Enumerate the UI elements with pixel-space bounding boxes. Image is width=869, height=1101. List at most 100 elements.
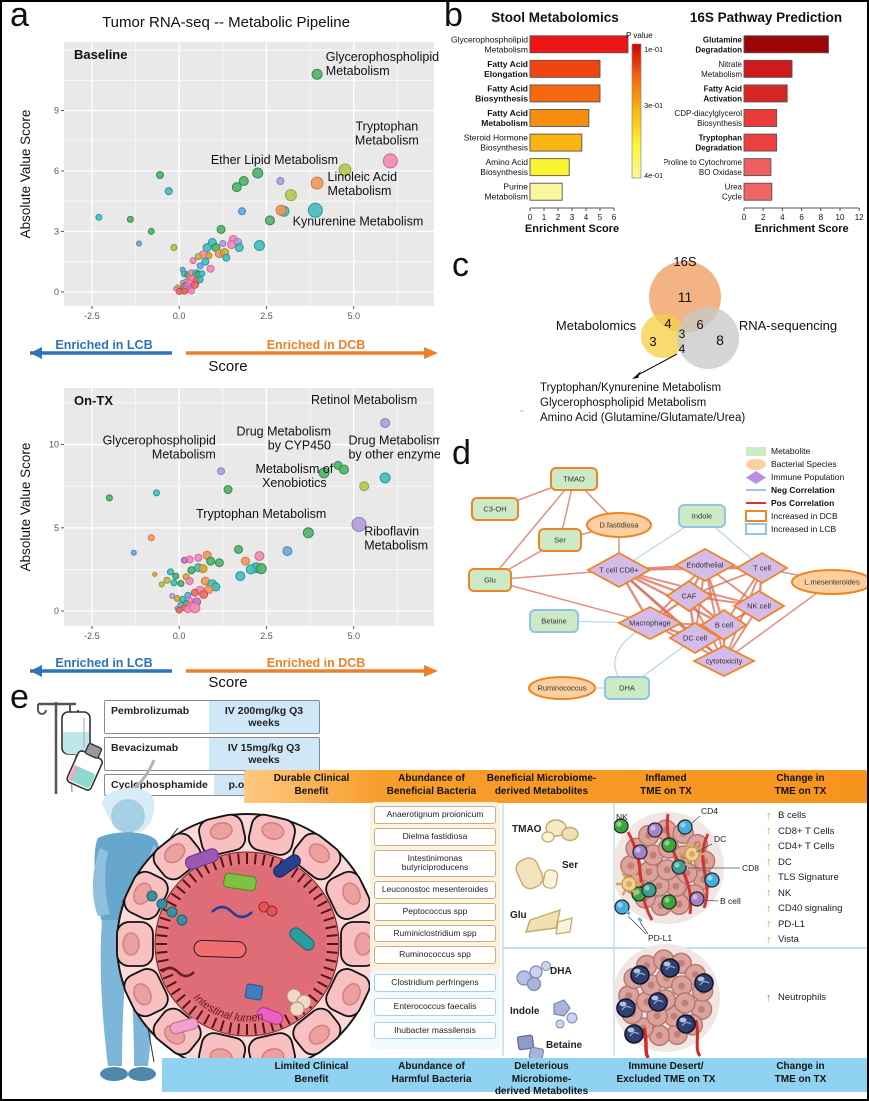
- svg-text:Biosynthesis: Biosynthesis: [475, 93, 528, 103]
- bacteria-list-item: Ruminiclostridium spp: [374, 924, 496, 943]
- metabolite-label: Betaine: [546, 1040, 583, 1051]
- up-arrow-icon: ↑: [766, 991, 772, 1004]
- svg-text:Betaine: Betaine: [541, 617, 566, 626]
- svg-text:Enrichment Score: Enrichment Score: [525, 223, 619, 235]
- bar-chart-stool-metabolomics: Stool MetabolomicsGlycerophospholipidMet…: [451, 10, 662, 235]
- svg-text:Tryptophan: Tryptophan: [698, 134, 742, 143]
- svg-text:6: 6: [799, 213, 804, 222]
- immune-desert-tme-illustration: [614, 944, 720, 1058]
- svg-text:cytotoxicity: cytotoxicity: [706, 657, 743, 666]
- tme-label: PD-L1: [648, 933, 672, 943]
- svg-text:DC cell: DC cell: [683, 634, 708, 643]
- svg-text:Metabolomics: Metabolomics: [556, 318, 637, 333]
- svg-text:Glycerophospholipid: Glycerophospholipid: [103, 434, 216, 448]
- svg-text:0.0: 0.0: [173, 631, 186, 641]
- svg-text:10: 10: [49, 440, 59, 450]
- svg-text:Fatty Acid: Fatty Acid: [704, 84, 742, 93]
- column-divider: [613, 803, 615, 1056]
- drug-regimen-table: Pembrolizumab IV 200mg/kg Q3 weeks Bevac…: [104, 700, 320, 799]
- drug-row: Pembrolizumab IV 200mg/kg Q3 weeks: [104, 700, 320, 734]
- svg-text:Tryptophan: Tryptophan: [355, 120, 418, 134]
- svg-text:16S Pathway Prediction: 16S Pathway Prediction: [690, 10, 842, 25]
- svg-text:Metabolism: Metabolism: [364, 538, 428, 552]
- svg-text:0: 0: [54, 606, 59, 616]
- svg-text:Metabolism: Metabolism: [481, 118, 528, 128]
- svg-text:3: 3: [649, 334, 656, 349]
- svg-text:Increased in DCB: Increased in DCB: [771, 511, 838, 521]
- svg-text:DHA: DHA: [619, 684, 635, 693]
- svg-text:Drug Metabolism: Drug Metabolism: [237, 424, 331, 438]
- panel-b-label: b: [444, 0, 463, 34]
- svg-text:3: 3: [570, 213, 575, 222]
- scatter-plot-baseline: 0 3 6 9 -2.5 0.0 2.5 5.0 Baseline Absolute Value …: [18, 42, 439, 321]
- svg-text:Kynurenine Metabolism: Kynurenine Metabolism: [293, 214, 424, 228]
- svg-text:TMAO: TMAO: [563, 475, 585, 484]
- limited-benefit-footer-band: Limited Clinical Benefit Abundance of Harm…: [162, 1058, 867, 1097]
- svg-text:Metabolism: Metabolism: [328, 184, 392, 198]
- svg-text:4e-01: 4e-01: [644, 171, 662, 180]
- header-col: Inflamed TME on TX: [640, 773, 692, 797]
- svg-text:Glycerophospholipid Metabolism: Glycerophospholipid Metabolism: [540, 397, 706, 409]
- tmao-icon: [541, 819, 579, 843]
- ser-icon: [515, 857, 544, 890]
- svg-text:Glu: Glu: [484, 576, 496, 585]
- svg-text:NK cell: NK cell: [747, 602, 771, 611]
- svg-text:Linoleic Acid: Linoleic Acid: [328, 170, 398, 184]
- tme-label: CD4: [701, 806, 718, 816]
- svg-text:6: 6: [696, 317, 703, 332]
- svg-text:by CYP450: by CYP450: [268, 438, 331, 452]
- up-arrow-icon: ↑: [766, 918, 772, 931]
- svg-text:3: 3: [679, 327, 686, 341]
- svg-text:Amino Acid (Glutamine/Glutamat: Amino Acid (Glutamine/Glutamate/Urea): [540, 412, 745, 424]
- svg-text:Urea: Urea: [725, 183, 743, 192]
- svg-text:12: 12: [855, 213, 864, 222]
- svg-text:2: 2: [761, 213, 766, 222]
- svg-text:Nitrate: Nitrate: [718, 60, 742, 69]
- drug-name: Pembrolizumab: [105, 701, 209, 733]
- tme-change-item: ↑ TLS Signature: [766, 871, 839, 884]
- bacteria-list-item: Dielma fastidiosa: [374, 827, 496, 846]
- bacteria-list-item: Leuconostoc mesenteroides: [374, 881, 496, 899]
- svg-text:Enrichment Score: Enrichment Score: [755, 223, 849, 235]
- svg-text:CDP-diacylglycerol: CDP-diacylglycerol: [674, 109, 742, 118]
- svg-text:5: 5: [54, 523, 59, 533]
- svg-text:4: 4: [584, 213, 589, 222]
- svg-text:Metabolism: Metabolism: [485, 192, 528, 202]
- panel-a-title: Tumor RNA-seq -- Metabolic Pipeline: [102, 14, 350, 31]
- drug-dose: IV 15mg/kg Q3 weeks: [209, 738, 319, 770]
- svg-text:9: 9: [54, 106, 59, 116]
- svg-text:BO Oxidase: BO Oxidase: [699, 168, 743, 177]
- svg-text:0: 0: [528, 213, 533, 222]
- drug-dose: IV 200mg/kg Q3 weeks: [209, 701, 319, 733]
- svg-text:16S: 16S: [673, 254, 696, 269]
- svg-text:Absolute Value Score: Absolute Value Score: [18, 110, 33, 239]
- footer-col: Deleterious Microbiome-derived Metabolit…: [494, 1061, 589, 1097]
- panel-a: a Tumor RNA-seq -- Metabolic Pipeline 0 3…: [8, 2, 444, 692]
- svg-text:Increased in LCB: Increased in LCB: [771, 524, 837, 534]
- svg-text:-2.5: -2.5: [84, 631, 100, 641]
- tme-change-item: ↑ DC: [766, 856, 792, 869]
- header-col: Abundance of Beneficial Bacteria: [386, 773, 477, 797]
- betaine-icon: [516, 1034, 545, 1058]
- svg-text:Ser: Ser: [554, 536, 566, 545]
- svg-text:Riboflavin: Riboflavin: [364, 524, 419, 538]
- svg-text:4: 4: [780, 213, 785, 222]
- svg-text:Metabolism: Metabolism: [152, 448, 216, 462]
- svg-text:10: 10: [836, 213, 845, 222]
- svg-text:Ruminococcus: Ruminococcus: [537, 684, 586, 693]
- svg-text:Biosynthesis: Biosynthesis: [480, 167, 528, 177]
- svg-text:Tryptophan Metabolism: Tryptophan Metabolism: [196, 507, 326, 521]
- svg-text:5.0: 5.0: [347, 311, 360, 321]
- svg-text:Absolute Value Score: Absolute Value Score: [18, 443, 33, 572]
- svg-text:by other enzymes: by other enzymes: [348, 448, 440, 462]
- footer-col: Change in TME on TX: [774, 1061, 827, 1085]
- header-col: Change in TME on TX: [774, 773, 827, 797]
- bacteria-list-item: Ruminococcus spp: [374, 946, 496, 965]
- drug-name: Bevacizumab: [105, 738, 209, 770]
- header-col: Beneficial Microbiome-derived Metabolite…: [486, 773, 597, 797]
- tme-change-list-lcb: ↑ Neutrophils: [766, 990, 867, 1006]
- column-divider: [502, 803, 504, 1056]
- svg-text:Enriched in LCB: Enriched in LCB: [55, 658, 152, 670]
- panel-a-label: a: [10, 0, 29, 34]
